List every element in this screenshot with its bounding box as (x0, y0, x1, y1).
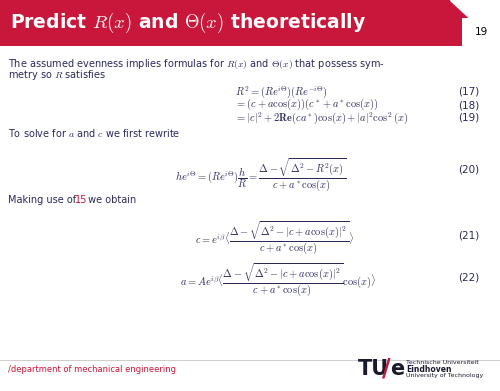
Text: The assumed evenness implies formulas for $R(x)$ and $\Theta(x)$ that possess sy: The assumed evenness implies formulas fo… (8, 57, 384, 71)
Text: e: e (390, 359, 404, 379)
Text: (17): (17) (458, 87, 479, 97)
Text: 15: 15 (75, 195, 88, 205)
Text: /department of mechanical engineering: /department of mechanical engineering (8, 364, 176, 373)
Text: $a = Ae^{i\beta}\langle \dfrac{\Delta - \sqrt{\Delta^2 - |c + a\cos(x)|^2}}{c + : $a = Ae^{i\beta}\langle \dfrac{\Delta - … (180, 262, 376, 299)
Text: (19): (19) (458, 113, 479, 123)
Text: /: / (382, 357, 390, 381)
Text: University of Technology: University of Technology (406, 373, 483, 378)
Text: (22): (22) (458, 272, 479, 282)
Text: (20): (20) (458, 165, 479, 175)
Text: 19: 19 (474, 27, 488, 37)
Text: $R^2 = (Re^{i\Theta})(Re^{-i\Theta})$: $R^2 = (Re^{i\Theta})(Re^{-i\Theta})$ (235, 84, 328, 100)
Text: To solve for $a$ and $c$ we first rewrite: To solve for $a$ and $c$ we first rewrit… (8, 127, 180, 139)
Text: Technische Universiteit: Technische Universiteit (406, 359, 479, 364)
Text: we obtain: we obtain (85, 195, 136, 205)
Bar (462, 18, 500, 46)
Text: (18): (18) (458, 100, 479, 110)
Text: Making use of: Making use of (8, 195, 79, 205)
Text: Predict $R(x)$ and $\Theta(x)$ theoretically: Predict $R(x)$ and $\Theta(x)$ theoretic… (10, 11, 366, 35)
Text: $= (c + a\cos(x))(c^* + a^*\cos(x))$: $= (c + a\cos(x))(c^* + a^*\cos(x))$ (235, 97, 378, 112)
Text: TU: TU (358, 359, 389, 379)
Polygon shape (450, 0, 500, 46)
Text: (21): (21) (458, 230, 479, 240)
Text: $c = e^{i\beta}\langle \dfrac{\Delta - \sqrt{\Delta^2 - |c + a\cos(x)|^2}}{c + a: $c = e^{i\beta}\langle \dfrac{\Delta - \… (195, 220, 354, 257)
Text: $= |c|^2 + 2\mathbf{Re}(ca^*)\cos(x) + |a|^2\cos^2(x)$: $= |c|^2 + 2\mathbf{Re}(ca^*)\cos(x) + |… (235, 110, 408, 126)
Text: $he^{i\Theta} = (Re^{i\Theta})\dfrac{h}{R} = \dfrac{\Delta - \sqrt{\Delta^2 - R^: $he^{i\Theta} = (Re^{i\Theta})\dfrac{h}{… (175, 157, 346, 194)
Text: metry so $R$ satisfies: metry so $R$ satisfies (8, 68, 106, 82)
Bar (0, 0, 500, 46)
Text: Eindhoven: Eindhoven (406, 364, 452, 373)
